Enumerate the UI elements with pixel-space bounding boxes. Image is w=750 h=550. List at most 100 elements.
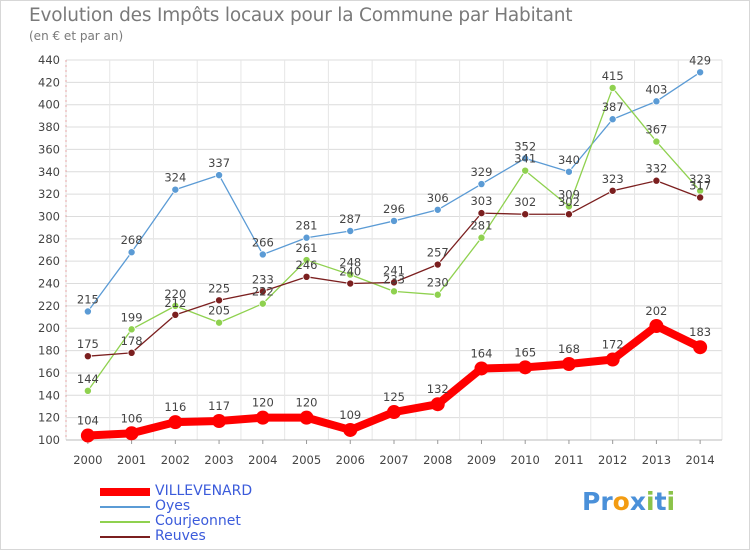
data-label: 183 — [689, 325, 711, 339]
data-point — [561, 357, 576, 371]
proxiti-logo: Proxiti — [582, 487, 675, 516]
data-label: 106 — [121, 411, 143, 425]
data-label: 178 — [121, 334, 143, 348]
y-tick-label: 280 — [38, 232, 60, 246]
data-point — [346, 270, 355, 279]
data-point — [80, 428, 95, 443]
legend-label: VILLEVENARD — [155, 483, 253, 499]
legend-item-reuves: Reuves — [100, 528, 360, 545]
data-label: 415 — [602, 69, 624, 83]
data-label: 117 — [208, 399, 230, 413]
y-tick-label: 260 — [38, 254, 60, 268]
data-label: 220 — [164, 287, 186, 301]
data-label: 125 — [383, 390, 405, 404]
data-label: 337 — [208, 156, 230, 170]
data-point — [215, 318, 224, 327]
data-point — [299, 410, 314, 425]
y-tick-label: 320 — [38, 187, 60, 201]
data-label: 246 — [296, 258, 318, 272]
chart-subtitle: (en € et par an) — [29, 29, 124, 43]
x-tick-label: 2009 — [467, 453, 496, 467]
data-point — [215, 171, 224, 180]
legend-item-oyes: Oyes — [100, 498, 360, 515]
x-tick-label: 2005 — [292, 453, 321, 467]
data-label: 199 — [121, 310, 143, 324]
data-point — [430, 397, 445, 412]
data-label: 225 — [208, 281, 230, 295]
logo-letter: t — [654, 487, 667, 516]
logo-letter: i — [646, 487, 655, 516]
data-label: 120 — [252, 396, 274, 410]
y-tick-label: 400 — [38, 98, 60, 112]
data-point — [433, 290, 442, 299]
x-tick-label: 2000 — [73, 453, 102, 467]
data-point — [346, 279, 355, 288]
data-label: 302 — [558, 195, 580, 209]
data-label: 296 — [383, 202, 405, 216]
data-point — [127, 325, 136, 334]
y-tick-label: 420 — [38, 75, 60, 89]
data-point — [477, 209, 486, 218]
data-point — [387, 405, 401, 420]
legend-swatch — [100, 488, 150, 496]
data-point — [343, 422, 358, 437]
data-label: 202 — [645, 304, 667, 318]
data-label: 241 — [383, 263, 405, 277]
data-label: 261 — [296, 241, 318, 255]
data-label: 403 — [645, 82, 667, 96]
data-point — [608, 83, 617, 92]
data-point — [433, 260, 442, 269]
data-label: 109 — [339, 408, 361, 422]
data-point — [127, 248, 136, 257]
data-point — [258, 299, 267, 308]
x-tick-label: 2004 — [248, 453, 277, 467]
data-label: 302 — [514, 195, 536, 209]
data-point — [652, 137, 661, 146]
data-label: 175 — [77, 337, 99, 351]
x-tick-label: 2001 — [117, 453, 146, 467]
data-point — [521, 154, 530, 163]
data-label: 367 — [645, 123, 667, 137]
y-tick-label: 120 — [38, 411, 60, 425]
data-point — [477, 233, 486, 242]
data-label: 172 — [602, 338, 624, 352]
data-label: 266 — [252, 235, 274, 249]
data-label: 429 — [689, 53, 711, 67]
data-point — [124, 426, 139, 441]
y-tick-label: 220 — [38, 299, 60, 313]
x-tick-label: 2011 — [554, 453, 583, 467]
x-tick-label: 2013 — [642, 453, 671, 467]
data-label: 168 — [558, 342, 580, 356]
y-tick-label: 200 — [38, 321, 60, 335]
y-tick-label: 100 — [38, 433, 60, 447]
x-tick-label: 2010 — [511, 453, 540, 467]
x-tick-label: 2012 — [598, 453, 627, 467]
y-tick-label: 140 — [38, 388, 60, 402]
data-point — [564, 210, 573, 219]
data-point — [518, 360, 533, 375]
data-point — [696, 68, 705, 77]
data-point — [564, 202, 573, 211]
data-point — [83, 386, 92, 395]
data-label: 164 — [470, 346, 492, 360]
data-label: 165 — [514, 345, 536, 359]
data-point — [652, 176, 661, 185]
legend-swatch — [100, 521, 150, 523]
x-tick-label: 2002 — [161, 453, 190, 467]
logo-letter: o — [612, 487, 630, 516]
data-label: 248 — [339, 256, 361, 270]
data-label: 341 — [514, 152, 536, 166]
data-label: 287 — [339, 212, 361, 226]
x-tick-label: 2008 — [423, 453, 452, 467]
data-point — [564, 167, 573, 176]
data-label: 144 — [77, 372, 99, 386]
data-point — [389, 287, 398, 296]
y-tick-label: 360 — [38, 142, 60, 156]
data-label: 317 — [689, 178, 711, 192]
data-point — [171, 185, 180, 194]
data-label: 332 — [645, 162, 667, 176]
data-point — [477, 180, 486, 189]
data-point — [212, 414, 227, 428]
legend-item-villevenard: VILLEVENARD — [100, 483, 360, 500]
